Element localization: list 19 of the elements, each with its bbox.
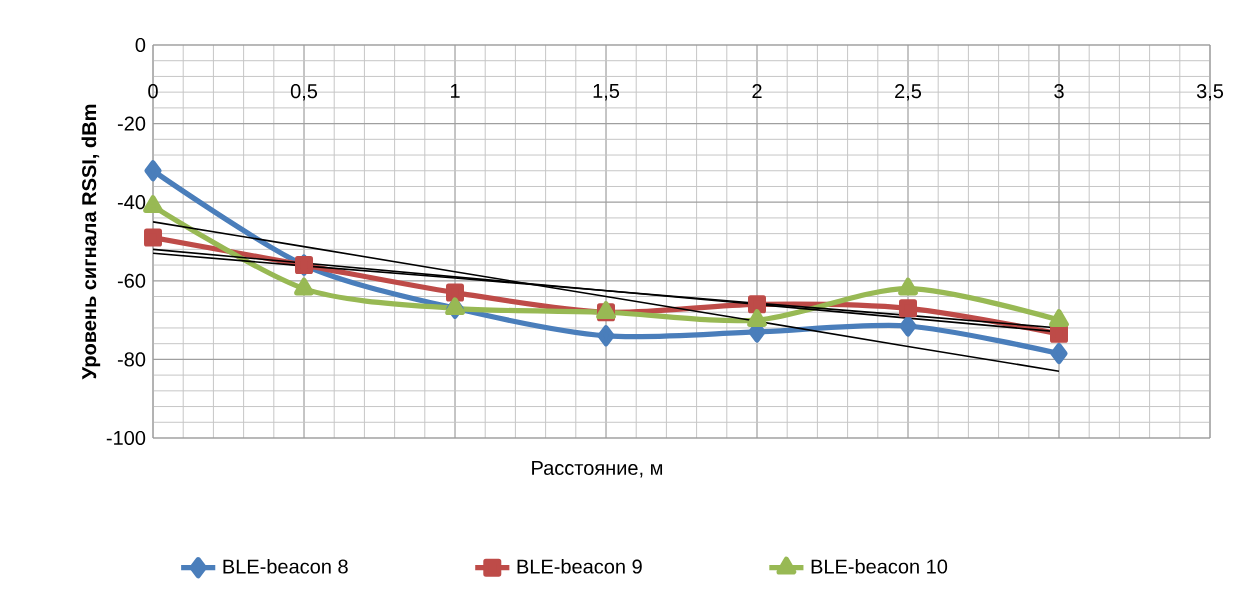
legend-label: BLE-beacon 8 — [223, 558, 348, 574]
y-tick-label: -40 — [117, 195, 146, 210]
x-tick-label: 0,5 — [290, 84, 318, 101]
legend-label: BLE-beacon 9 — [517, 558, 642, 574]
y-tick-label: -60 — [117, 273, 146, 288]
x-tick-label: 1,5 — [593, 84, 620, 101]
legend-label: BLE-beacon 10 — [811, 558, 948, 574]
x-tick-label: 2,5 — [895, 84, 922, 101]
x-tick-label: 3,5 — [1196, 84, 1224, 101]
x-tick-label: 3 — [1054, 84, 1064, 99]
x-tick-label: 2 — [752, 84, 762, 99]
x-tick-label: 1 — [450, 84, 460, 98]
x-axis-title: Расстояние, м — [532, 461, 663, 478]
y-tick-label: -80 — [117, 352, 146, 367]
y-tick-label: -20 — [117, 116, 146, 131]
x-tick-label: 0 — [148, 84, 158, 99]
y-tick-label: 0 — [135, 37, 146, 53]
y-tick-label: -100 — [106, 430, 146, 446]
y-axis-title: Уровень сигнала RSSI, dBm — [81, 104, 101, 380]
